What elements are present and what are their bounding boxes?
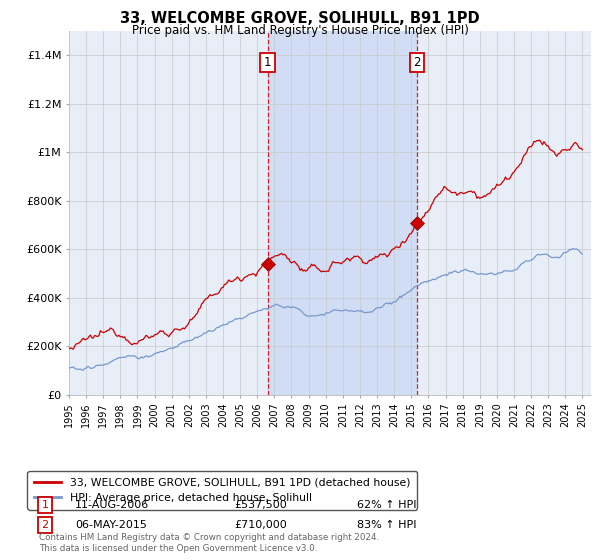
Text: 62% ↑ HPI: 62% ↑ HPI <box>357 500 416 510</box>
Text: 33, WELCOMBE GROVE, SOLIHULL, B91 1PD: 33, WELCOMBE GROVE, SOLIHULL, B91 1PD <box>120 11 480 26</box>
Legend: 33, WELCOMBE GROVE, SOLIHULL, B91 1PD (detached house), HPI: Average price, deta: 33, WELCOMBE GROVE, SOLIHULL, B91 1PD (d… <box>28 471 416 510</box>
Text: £537,500: £537,500 <box>234 500 287 510</box>
Bar <box>268 31 417 395</box>
Text: £710,000: £710,000 <box>234 520 287 530</box>
Text: 2: 2 <box>41 520 49 530</box>
Text: 06-MAY-2015: 06-MAY-2015 <box>75 520 147 530</box>
Text: 1: 1 <box>41 500 49 510</box>
Text: 2: 2 <box>413 56 421 69</box>
Text: 1: 1 <box>264 56 271 69</box>
Text: Price paid vs. HM Land Registry's House Price Index (HPI): Price paid vs. HM Land Registry's House … <box>131 24 469 37</box>
Text: Contains HM Land Registry data © Crown copyright and database right 2024.
This d: Contains HM Land Registry data © Crown c… <box>39 533 379 553</box>
Text: 83% ↑ HPI: 83% ↑ HPI <box>357 520 416 530</box>
Text: 11-AUG-2006: 11-AUG-2006 <box>75 500 149 510</box>
